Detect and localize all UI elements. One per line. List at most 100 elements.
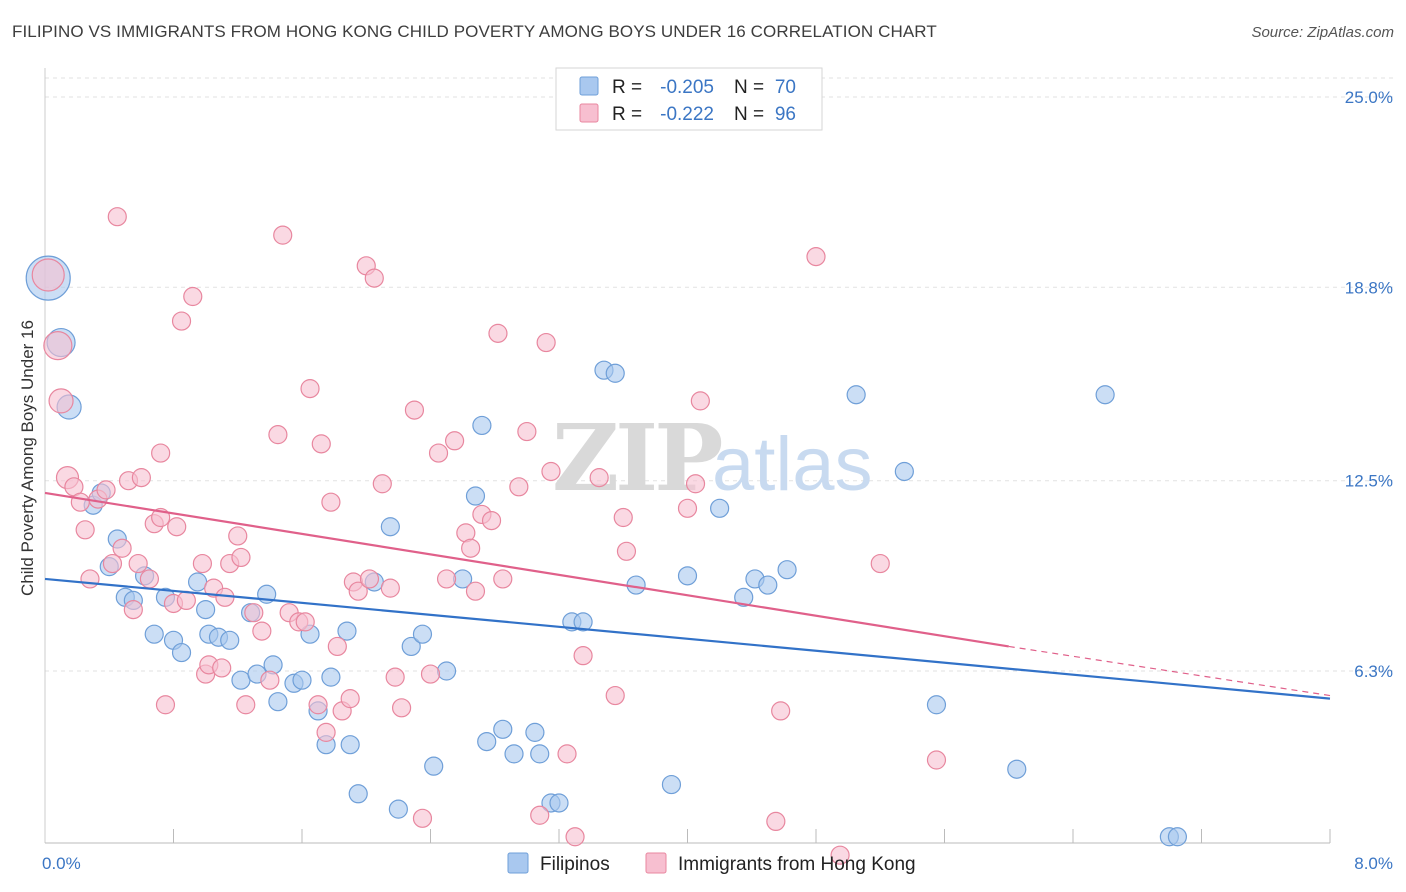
hong-kong-point: [404, 400, 425, 420]
hong-kong-point: [359, 569, 380, 589]
filipinos-point: [144, 624, 164, 644]
series-legend-label: Filipinos: [540, 854, 610, 875]
series-legend-label: Immigrants from Hong Kong: [678, 854, 916, 875]
hong-kong-point: [372, 474, 392, 494]
legend-n-label: N =: [734, 104, 764, 125]
hong-kong-point: [481, 510, 502, 531]
hong-kong-point: [690, 391, 710, 411]
hong-kong-point: [102, 553, 123, 574]
filipinos-point: [321, 667, 341, 687]
hong-kong-point: [391, 698, 412, 718]
filipinos-point: [340, 735, 360, 755]
filipinos-point: [605, 363, 625, 383]
hong-kong-point: [766, 811, 786, 832]
filipinos-trend-line: [44, 577, 1331, 700]
hong-kong-point: [557, 744, 577, 764]
hong-kong-point: [171, 311, 192, 331]
hong-kong-point: [300, 379, 320, 399]
hong-kong-point: [926, 750, 947, 770]
legend-n-label: N =: [734, 77, 764, 98]
hong-kong-point: [605, 685, 625, 706]
legend-n-value: 70: [775, 77, 796, 98]
filipinos-point: [171, 642, 192, 663]
filipinos-point: [758, 575, 778, 595]
hong-kong-point: [176, 590, 196, 611]
filipinos-point: [846, 385, 866, 405]
hong-kong-point: [461, 538, 481, 558]
x-tick-label: 0.0%: [42, 854, 81, 873]
filipinos-point: [231, 670, 251, 690]
hong-kong-point: [155, 695, 176, 715]
legend-n-value: 96: [775, 104, 796, 125]
hong-kong-point: [420, 664, 441, 684]
legend-r-value: -0.222: [660, 104, 714, 125]
filipinos-point: [388, 799, 408, 819]
hong-kong-point: [380, 578, 400, 598]
hong-kong-point: [465, 581, 486, 601]
hong-kong-point: [75, 520, 95, 540]
filipinos-point: [525, 722, 545, 742]
hong-kong-point: [231, 547, 251, 568]
hong-kong-point: [183, 286, 203, 307]
hong-kong-point: [80, 569, 100, 589]
filipinos-point: [493, 719, 513, 739]
filipinos-point: [1167, 827, 1188, 847]
hong-kong-point: [541, 461, 561, 482]
filipinos-point: [1007, 759, 1027, 779]
legend-box: [555, 67, 823, 131]
hong-kong-point: [806, 247, 826, 267]
hong-kong-point: [311, 434, 331, 454]
grid-lines: [45, 77, 1395, 672]
y-tick-label: 12.5%: [1345, 472, 1393, 491]
hong-kong-point: [385, 667, 405, 687]
watermark-atlas: atlas: [712, 422, 873, 507]
legend-r-label: R =: [612, 104, 642, 125]
hong-kong-point: [517, 421, 537, 442]
stats-legend: R = -0.205 N = 70 R = -0.222 N = 96: [555, 67, 823, 131]
hong-kong-point: [488, 323, 508, 343]
watermark: ZIP atlas: [552, 404, 873, 512]
hong-kong-point: [295, 612, 315, 632]
hong-kong-point: [771, 701, 791, 721]
hong-kong-point: [565, 827, 585, 847]
filipinos-point: [777, 560, 797, 580]
filipinos-point: [337, 621, 357, 641]
hong-kong-point: [830, 845, 850, 865]
filipinos-point: [187, 572, 208, 592]
hong-kong-point: [31, 258, 65, 292]
x-tick-labels: 0.0% 8.0%: [42, 854, 1393, 873]
hong-kong-point: [530, 805, 550, 825]
hong-kong-point: [616, 541, 637, 561]
filipinos-point: [465, 486, 486, 506]
hong-kong-point: [536, 332, 556, 353]
series-legend-swatch: [507, 852, 529, 874]
filipinos-point: [1095, 385, 1115, 405]
filipinos-point: [401, 636, 421, 657]
filipinos-point: [710, 498, 730, 518]
hong-kong-point: [613, 507, 633, 528]
hong-kong-point: [212, 658, 232, 678]
hong-kong-point: [340, 689, 360, 709]
hong-kong-point: [589, 468, 609, 488]
filipinos-point: [472, 415, 492, 436]
hong-kong-point: [493, 569, 513, 589]
hong-kong-point: [685, 474, 706, 494]
series-legend: Filipinos Immigrants from Hong Kong: [507, 852, 916, 875]
filipinos-point: [196, 600, 216, 620]
hong-kong-point: [268, 425, 288, 445]
hong-kong-point: [428, 443, 449, 463]
series-legend-swatch: [645, 852, 667, 874]
filipinos-point: [926, 695, 947, 715]
hong-kong-point: [316, 722, 336, 742]
hong-kong-point: [327, 636, 347, 657]
legend-r-label: R =: [612, 77, 642, 98]
hong-kong-point: [348, 581, 368, 601]
hong-kong-point: [167, 517, 187, 537]
hong-kong-point: [192, 553, 213, 574]
legend-swatch: [579, 103, 599, 123]
filipinos-point: [549, 793, 569, 813]
hong-kong-point: [151, 443, 171, 463]
filipinos-point: [412, 624, 433, 644]
hong-kong-point: [364, 268, 384, 288]
